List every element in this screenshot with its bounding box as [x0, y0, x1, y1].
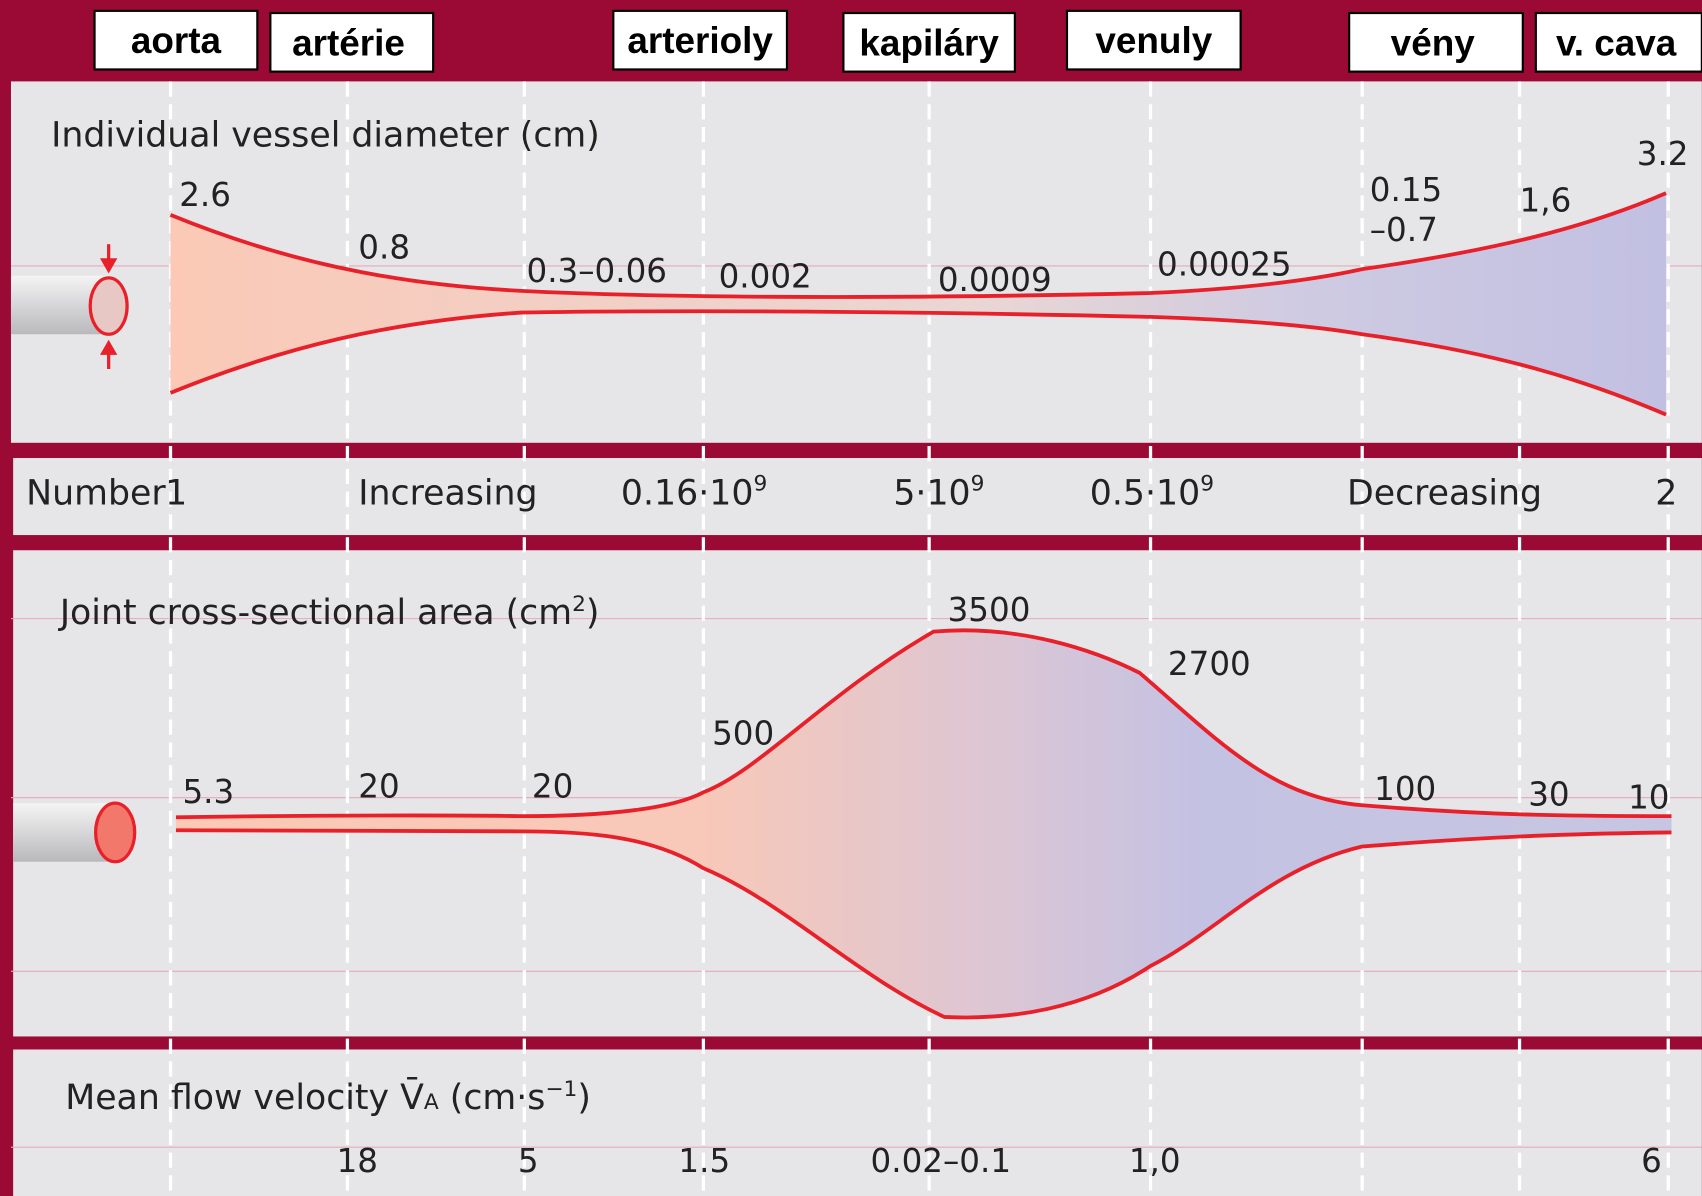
value-label: 20	[532, 768, 573, 806]
header-box	[93, 9, 259, 71]
panel-title-close: )	[577, 1078, 591, 1118]
panel-number	[13, 457, 1702, 536]
panel-title-sub: A	[424, 1090, 439, 1115]
header-label: kapiláry	[859, 22, 999, 63]
row-value: 2	[1655, 474, 1677, 514]
header-label: artérie	[292, 22, 405, 63]
row-value: Decreasing	[1347, 474, 1542, 514]
value-label: 3500	[948, 591, 1031, 629]
diameter-shape	[170, 193, 1667, 415]
panel-title-symbol: V̄	[400, 1076, 424, 1118]
value-label: 10	[1628, 779, 1669, 817]
value-label: 20	[358, 768, 399, 806]
header-box	[612, 9, 789, 71]
row-value-exp: 9	[1200, 472, 1214, 497]
header-label: venuly	[1095, 20, 1212, 61]
value-label: 3.2	[1637, 135, 1689, 173]
header-box	[269, 11, 435, 73]
value-label: 0.3–0.06	[526, 252, 667, 290]
header-label: aorta	[131, 20, 222, 61]
value-label: 2.6	[179, 176, 231, 214]
vessel-icon	[10, 244, 129, 370]
value-label: 0.002	[719, 258, 812, 296]
row-value-base: 0.16·10	[621, 474, 754, 514]
header-box	[842, 11, 1016, 73]
value-label: 0.02–0.1	[871, 1142, 1012, 1180]
vessel-icon	[13, 801, 137, 864]
value-label: 100	[1374, 770, 1436, 808]
value-label: 1,0	[1129, 1142, 1181, 1180]
header-label: vény	[1391, 22, 1476, 63]
value-label: 0.15	[1370, 171, 1442, 209]
header: aorta artérie arterioly kapiláry venuly …	[93, 9, 1702, 73]
area-shape	[175, 630, 1672, 1018]
value-label: 2700	[1168, 645, 1251, 683]
value-label: 6	[1641, 1142, 1662, 1180]
value-label: 5	[518, 1142, 539, 1180]
row-value: 1	[165, 474, 187, 514]
panel-velocity	[13, 1049, 1702, 1196]
row-label: Number	[26, 474, 166, 514]
row-value-exp: 9	[971, 472, 985, 497]
value-label: 500	[712, 715, 774, 753]
row-value: 0.16·109	[621, 472, 767, 514]
panel-title-text: Joint cross-sectional area (cm	[58, 593, 572, 633]
value-label: 0.0009	[938, 261, 1052, 299]
panel-title-exp: 2	[572, 592, 586, 617]
diameter-curve	[169, 191, 1667, 299]
diameter-curve	[169, 309, 1667, 417]
row-value: 5·109	[893, 472, 984, 514]
panel-title: Mean flow velocity V̄A (cm·s−1)	[65, 1076, 591, 1118]
value-label: –0.7	[1370, 211, 1438, 249]
panel-title: Joint cross-sectional area (cm2)	[58, 592, 600, 633]
header-box	[1065, 9, 1242, 71]
panel-title-exp: −1	[545, 1077, 577, 1102]
header-box	[1348, 11, 1524, 73]
row-value-base: 5·10	[893, 474, 970, 514]
header-label: arterioly	[627, 20, 773, 61]
header-label: v. cava	[1556, 22, 1677, 63]
row-value-exp: 9	[753, 472, 767, 497]
panel-title-text: Mean flow velocity	[65, 1078, 400, 1118]
value-label: 0.00025	[1157, 246, 1292, 284]
value-label: 18	[337, 1142, 378, 1180]
row-value-base: 0.5·10	[1090, 474, 1200, 514]
value-label: 1.5	[678, 1142, 730, 1180]
value-label: 0.8	[358, 228, 410, 266]
row-value: 0.5·109	[1090, 472, 1214, 514]
number-row: Number 1 Increasing 0.16·109 5·109 0.5·1…	[26, 472, 1677, 514]
panel-title: Individual vessel diameter (cm)	[51, 116, 600, 156]
value-label: 5.3	[182, 773, 234, 811]
area-curve	[175, 828, 1672, 1020]
row-value: Increasing	[358, 474, 537, 514]
area-curve	[175, 628, 1672, 820]
panel-title-unit: (cm·s	[439, 1078, 546, 1118]
panel-title-close: )	[586, 593, 600, 633]
value-label: 1,6	[1520, 182, 1572, 220]
value-label: 30	[1528, 775, 1569, 813]
